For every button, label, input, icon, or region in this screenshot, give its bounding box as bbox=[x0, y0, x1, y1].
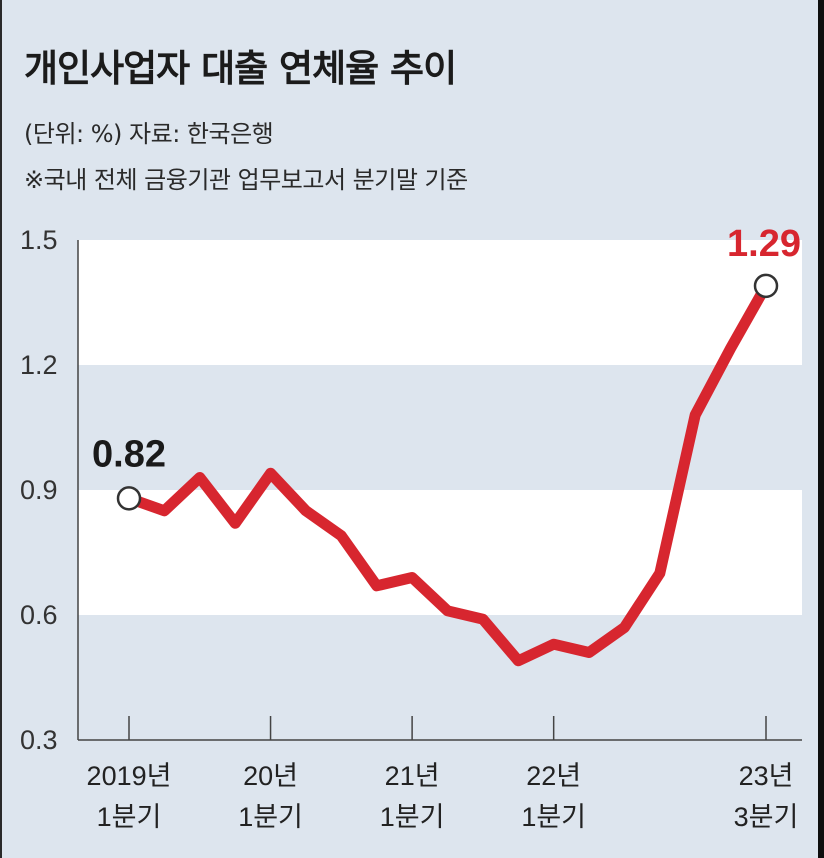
x-tick-label-line1: 21년 bbox=[385, 761, 440, 791]
y-tick-label: 1.2 bbox=[20, 350, 58, 380]
x-tick-label-line1: 2019년 bbox=[87, 761, 172, 791]
y-tick-label: 1.5 bbox=[20, 225, 58, 255]
unit-source-line: (단위: %) 자료: 한국은행 bbox=[24, 120, 274, 148]
endpoint-marker bbox=[116, 486, 142, 511]
series-line bbox=[123, 280, 772, 667]
y-tick-label: 0.9 bbox=[20, 475, 58, 505]
grid-band-1 bbox=[78, 490, 802, 615]
grid-band-0 bbox=[78, 240, 802, 365]
x-tick-label-line2: 1분기 bbox=[521, 802, 586, 832]
x-tick-label-line1: 20년 bbox=[243, 761, 298, 791]
x-tick-label-line2: 1분기 bbox=[97, 802, 162, 832]
footnote: ※국내 전체 금융기관 업무보고서 분기말 기준 bbox=[24, 166, 468, 194]
data-label: 1.29 bbox=[727, 223, 801, 265]
x-tick-label-line2: 3분기 bbox=[734, 802, 799, 832]
y-tick-label: 0.3 bbox=[20, 725, 58, 755]
x-tick-label-line2: 1분기 bbox=[238, 802, 303, 832]
data-label: 0.82 bbox=[92, 433, 166, 475]
x-tick-label-line1: 22년 bbox=[526, 761, 581, 791]
x-tick-label-line1: 23년 bbox=[739, 761, 794, 791]
endpoint-marker bbox=[753, 273, 779, 299]
chart-title: 개인사업자 대출 연체율 추이 bbox=[24, 47, 457, 90]
x-tick-label-line2: 1분기 bbox=[380, 802, 445, 832]
y-tick-label: 0.6 bbox=[20, 600, 58, 630]
